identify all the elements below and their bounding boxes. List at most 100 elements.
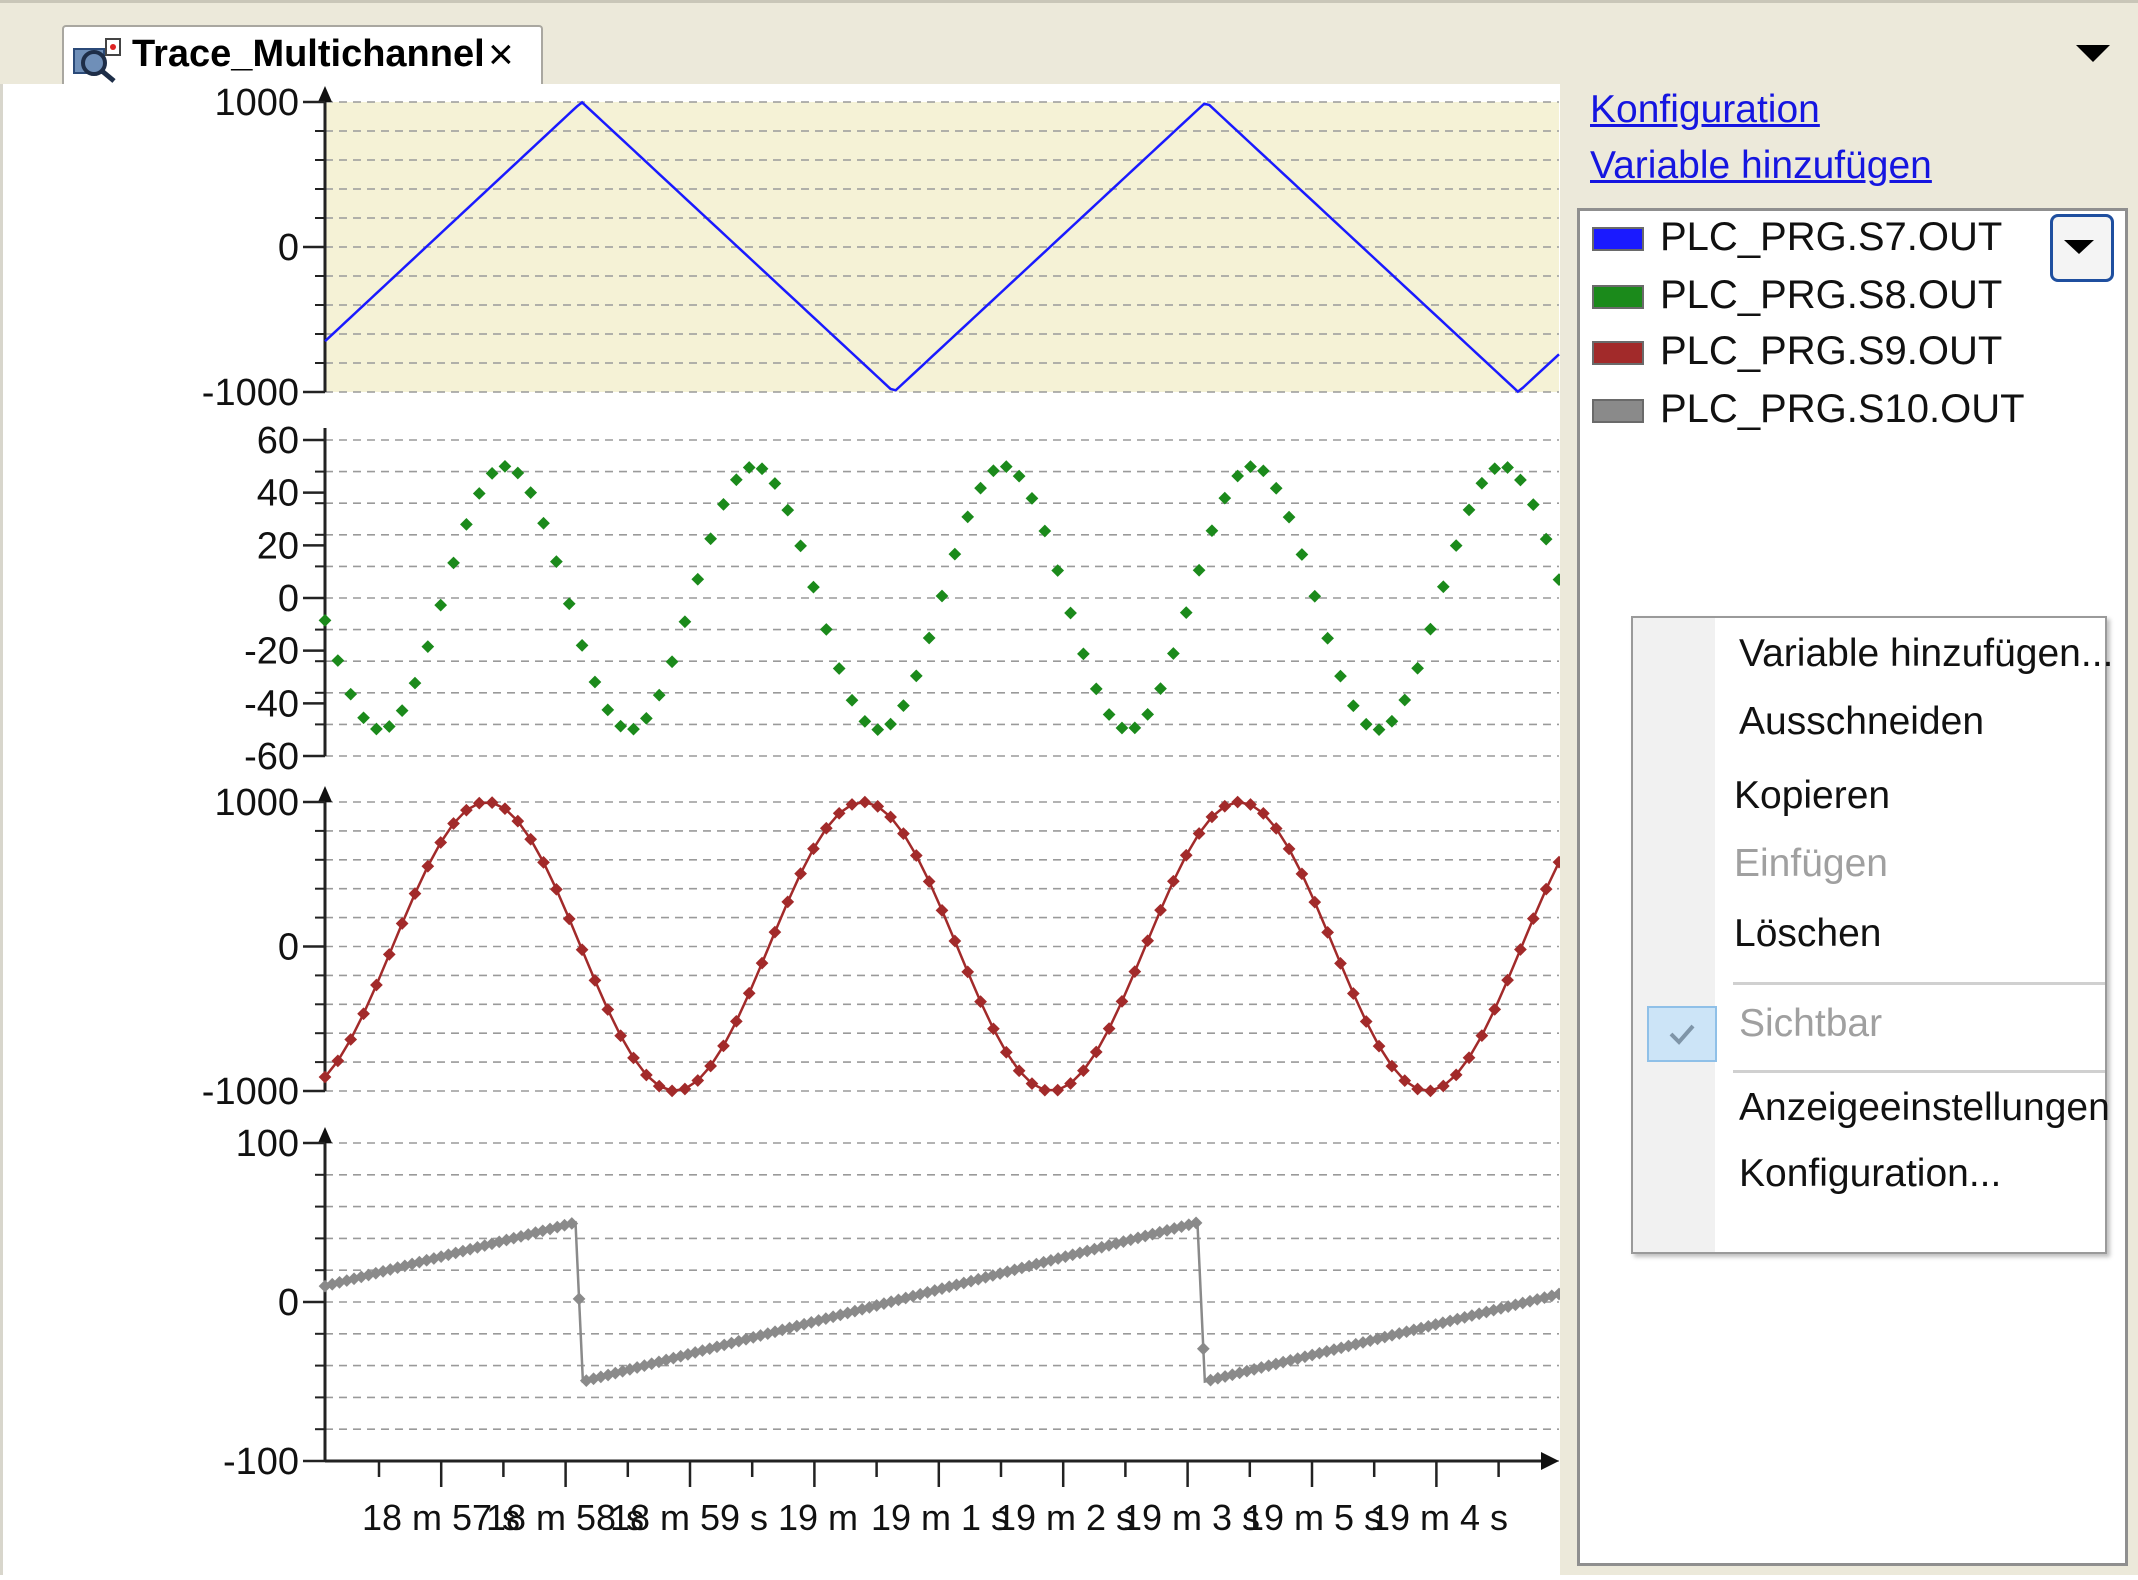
x-tick-label: 19 m 4 s bbox=[1370, 1497, 1508, 1538]
data-point bbox=[1218, 491, 1232, 505]
add-variable-link[interactable]: Variable hinzufügen bbox=[1590, 144, 1932, 187]
data-point bbox=[1141, 707, 1155, 721]
configuration-link[interactable]: Konfiguration bbox=[1590, 88, 1820, 131]
data-point bbox=[1141, 934, 1155, 948]
data-point bbox=[1372, 723, 1386, 736]
data-point bbox=[382, 720, 396, 733]
data-point bbox=[768, 925, 782, 939]
variable-dropdown-button[interactable] bbox=[2050, 214, 2114, 282]
data-point bbox=[665, 1084, 679, 1098]
data-point bbox=[858, 714, 872, 728]
data-point bbox=[807, 842, 820, 856]
data-point bbox=[1411, 661, 1424, 675]
data-point bbox=[1051, 1083, 1065, 1097]
data-point bbox=[344, 687, 358, 701]
menu-item-display-settings[interactable]: Anzeigeeinstellungen bbox=[1739, 1086, 2110, 1129]
data-point bbox=[1514, 473, 1527, 487]
data-point bbox=[498, 459, 512, 473]
close-icon[interactable]: × bbox=[488, 30, 514, 79]
data-point bbox=[884, 717, 897, 731]
data-point bbox=[781, 503, 795, 517]
tab-title: Trace_Multichannel bbox=[132, 33, 485, 75]
data-point bbox=[1398, 1074, 1412, 1087]
data-point bbox=[691, 572, 705, 586]
data-point bbox=[678, 1082, 692, 1096]
y-tick-label: 40 bbox=[257, 473, 299, 515]
y-tick-label: 0 bbox=[278, 1282, 299, 1324]
data-point bbox=[370, 978, 383, 992]
y-tick-label: 1000 bbox=[214, 782, 299, 824]
menu-item-delete[interactable]: Löschen bbox=[1734, 912, 1882, 955]
data-point bbox=[974, 481, 987, 495]
data-point bbox=[1308, 589, 1322, 603]
data-point bbox=[909, 669, 923, 683]
y-tick-label: 1000 bbox=[214, 84, 299, 124]
menu-item-configuration[interactable]: Konfiguration... bbox=[1739, 1152, 2002, 1195]
data-point bbox=[537, 856, 550, 869]
data-point bbox=[1436, 1079, 1450, 1093]
data-point bbox=[1282, 842, 1296, 856]
variable-name: PLC_PRG.S7.OUT bbox=[1660, 215, 2003, 259]
data-point bbox=[768, 477, 782, 490]
data-point bbox=[1189, 1216, 1203, 1230]
menu-separator bbox=[1733, 982, 2105, 985]
menu-item-copy[interactable]: Kopieren bbox=[1734, 774, 1891, 817]
context-menu-gutter bbox=[1633, 618, 1715, 1252]
data-point bbox=[588, 675, 602, 689]
color-swatch bbox=[1592, 285, 1644, 309]
data-point bbox=[819, 623, 833, 636]
menu-separator bbox=[1733, 1070, 2105, 1073]
axis-arrow-icon bbox=[318, 86, 332, 102]
data-point bbox=[511, 466, 525, 480]
data-point bbox=[1308, 895, 1322, 909]
trace-chart-area[interactable]: 1000 0 -1000 60 40 20 0 -20 -40 -60 1000 0 -1000 100 0… bbox=[0, 82, 1566, 1575]
x-tick-label: 18 m 58 s bbox=[486, 1497, 644, 1538]
y-tick-label: 0 bbox=[278, 227, 299, 269]
y-tick-label: -40 bbox=[244, 683, 299, 725]
data-point bbox=[652, 688, 666, 702]
data-point bbox=[1526, 912, 1540, 926]
data-point bbox=[1359, 717, 1373, 731]
chevron-down-icon bbox=[2064, 240, 2094, 254]
data-point bbox=[1385, 1059, 1399, 1073]
data-point bbox=[1115, 721, 1129, 735]
trace-chart[interactable]: 10000-10006040200-20-40-6010000-10001000… bbox=[3, 82, 1566, 1575]
x-tick-label: 18 m 57 s bbox=[362, 1497, 520, 1538]
y-tick-label: -60 bbox=[244, 736, 299, 778]
data-point bbox=[974, 995, 987, 1008]
tab-trace-multichannel[interactable]: Trace_Multichannel × bbox=[62, 25, 543, 91]
data-point bbox=[485, 796, 499, 809]
x-tick-label: 19 m 1 s bbox=[871, 1497, 1009, 1538]
data-point bbox=[961, 510, 975, 524]
data-point bbox=[1475, 1029, 1489, 1042]
data-point bbox=[1539, 882, 1553, 896]
data-point bbox=[1102, 708, 1116, 721]
data-point bbox=[1372, 1039, 1386, 1053]
data-point bbox=[1424, 622, 1437, 636]
data-point bbox=[447, 556, 460, 570]
data-point bbox=[344, 1033, 358, 1046]
data-point bbox=[1346, 699, 1360, 713]
data-point bbox=[1334, 669, 1347, 683]
tab-list-dropdown-icon[interactable] bbox=[2076, 43, 2110, 63]
data-point bbox=[1462, 503, 1476, 517]
menu-item-cut[interactable]: Ausschneiden bbox=[1739, 700, 1985, 743]
data-point bbox=[1179, 606, 1193, 620]
data-point bbox=[1411, 1082, 1424, 1096]
data-point bbox=[1398, 693, 1412, 707]
data-point bbox=[832, 662, 846, 675]
data-point bbox=[755, 462, 769, 476]
data-point bbox=[614, 719, 628, 733]
data-point bbox=[395, 917, 409, 930]
data-point bbox=[1462, 1051, 1476, 1065]
menu-item-add-variable[interactable]: Variable hinzufügen... bbox=[1739, 632, 2114, 675]
data-point bbox=[572, 1292, 586, 1306]
data-point bbox=[575, 943, 589, 957]
data-point bbox=[382, 948, 396, 961]
data-point bbox=[524, 486, 538, 499]
data-point bbox=[562, 597, 576, 611]
data-point bbox=[1359, 1015, 1373, 1028]
data-point bbox=[562, 912, 576, 926]
data-point bbox=[1256, 464, 1270, 478]
data-point bbox=[1025, 1077, 1039, 1090]
